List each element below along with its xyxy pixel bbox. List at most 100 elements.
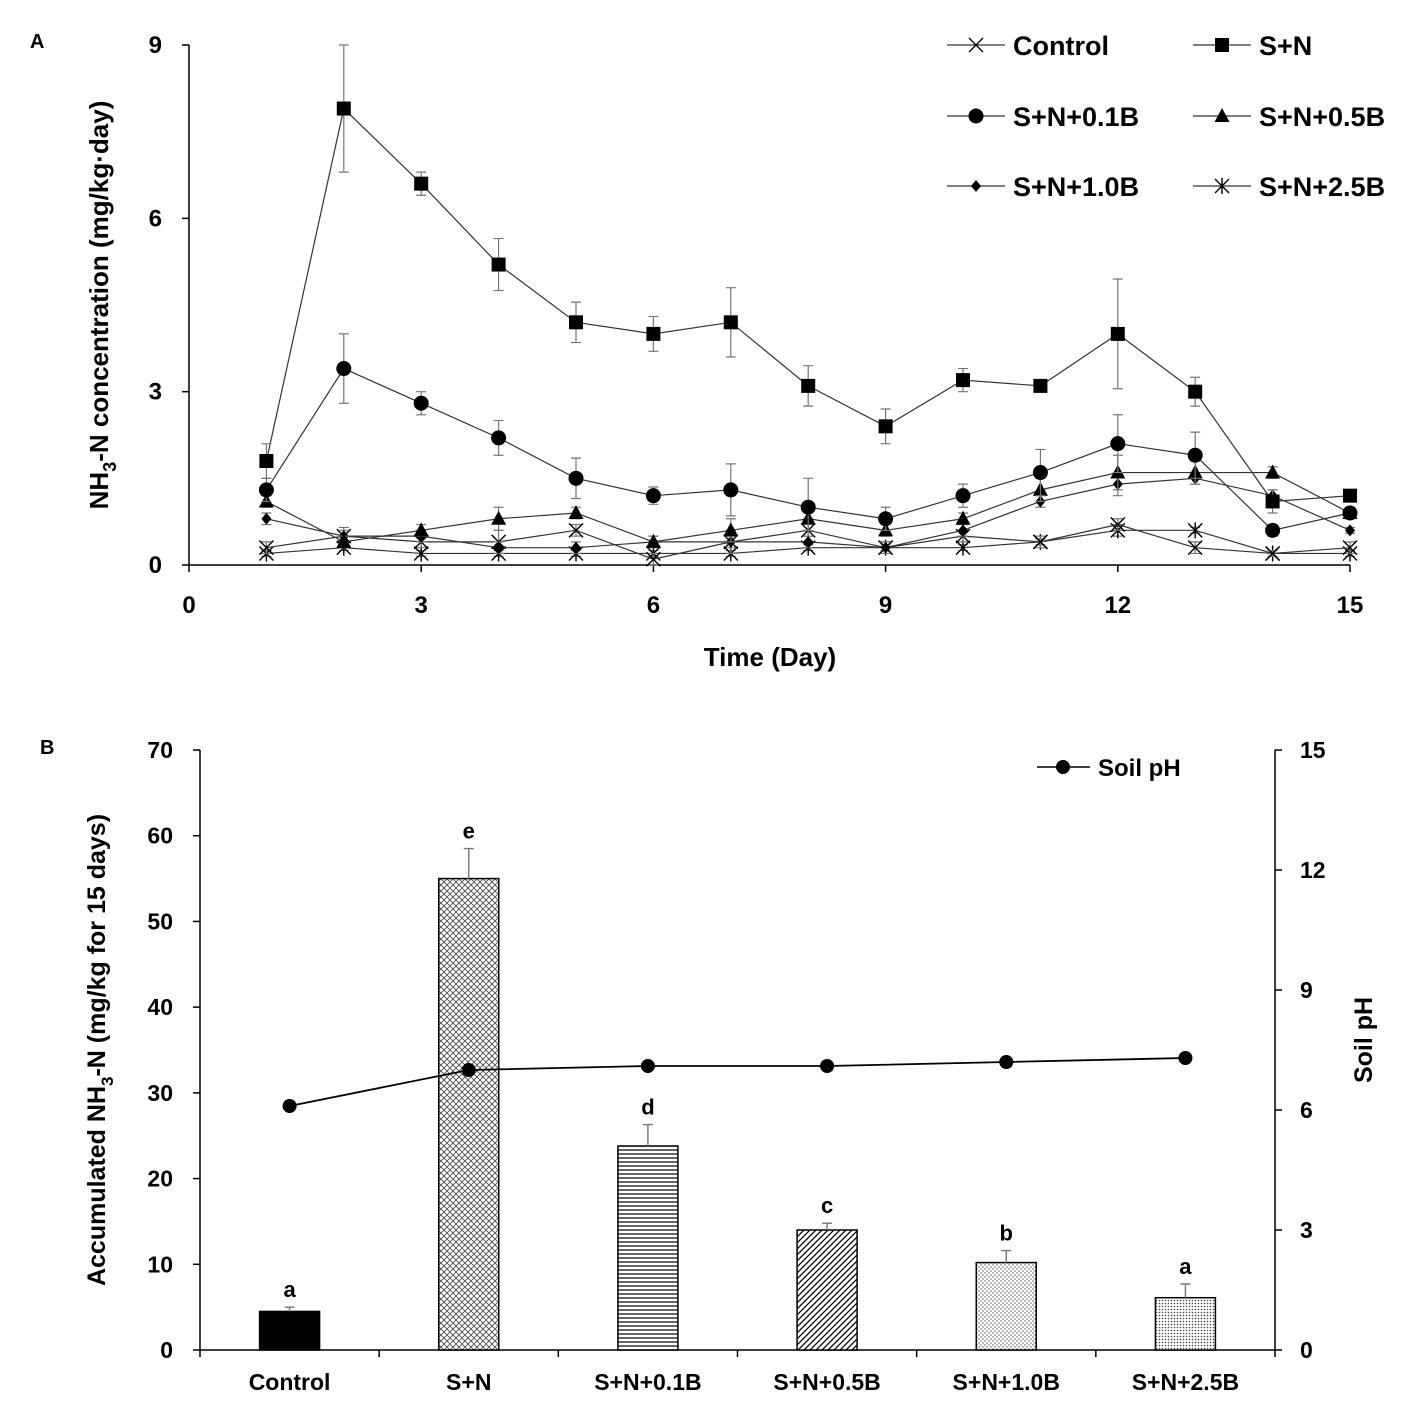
a-legend-item: S+N+0.5B (1193, 102, 1385, 132)
b-significance-letter: a (1179, 1254, 1192, 1279)
a-data-point (336, 361, 352, 377)
a-data-point (1265, 494, 1280, 509)
a-data-point (723, 522, 739, 537)
b-significance-letter: e (463, 819, 475, 844)
b-error-bar (642, 1123, 653, 1146)
a-data-point (880, 541, 891, 554)
b-bar-group: a S+N+2.5B (1132, 1254, 1239, 1395)
a-data-point (1265, 464, 1281, 479)
a-legend-label: S+N+0.5B (1259, 102, 1385, 132)
b-bar-group: b S+N+1.0B (953, 1221, 1060, 1395)
b-category-label: S+N+1.0B (953, 1369, 1060, 1395)
a-data-point (258, 482, 274, 498)
a-data-point (723, 315, 738, 330)
a-x-tick-label: 12 (1104, 592, 1131, 619)
b-category-label: S+N+2.5B (1132, 1369, 1239, 1395)
a-data-point (413, 395, 429, 411)
a-legend-label: Control (1013, 31, 1109, 61)
a-legend-item: S+N (1193, 31, 1312, 61)
b-y-tick-label: 0 (160, 1337, 173, 1363)
a-data-point (261, 512, 272, 525)
a-legend-label: S+N (1259, 31, 1312, 61)
b-y-tick-label: 30 (147, 1080, 173, 1106)
a-data-point (878, 511, 894, 527)
a-data-point (1188, 384, 1203, 399)
a-legend-marker (968, 37, 984, 53)
b-y2-axis-label: Soil pH (1350, 997, 1378, 1083)
a-legend-marker (1214, 178, 1230, 194)
a-data-point (493, 541, 504, 554)
b-y2-tick-label: 12 (1300, 857, 1326, 883)
a-data-point (568, 470, 584, 486)
b-y2-tick-label: 9 (1300, 977, 1313, 1003)
a-data-point (414, 176, 429, 191)
a-data-point (803, 535, 814, 548)
b-y2-tick-label: 3 (1300, 1217, 1313, 1243)
b-error-bar (284, 1306, 295, 1312)
b-y-tick-label: 60 (147, 823, 173, 849)
a-data-point (259, 454, 274, 468)
a-y-tick-label: 6 (149, 205, 162, 232)
line-chart-panel-a: 0 3 6 9 12 15 0 3 6 9 Control S+N S+N+0.1B S+N+0.5B S… (84, 31, 1385, 672)
a-data-point (336, 101, 351, 116)
b-category-label: S+N (446, 1369, 491, 1395)
a-legend-item: S+N+2.5B (1193, 172, 1385, 202)
a-data-point (955, 488, 971, 504)
b-error-bar (1001, 1249, 1012, 1263)
b-bar (438, 877, 500, 1351)
a-data-point (1033, 378, 1048, 393)
b-y-tick-label: 10 (147, 1251, 173, 1277)
a-series-S+N (259, 44, 1357, 514)
b-legend-label: Soil pH (1098, 755, 1181, 782)
a-legend-label: S+N+0.1B (1013, 102, 1139, 132)
b-y2-tick-label: 0 (1300, 1337, 1313, 1363)
b-significance-letter: c (821, 1193, 833, 1218)
a-data-point (1187, 447, 1203, 463)
a-data-point (568, 522, 584, 538)
a-data-point (1187, 540, 1203, 556)
b-bar-group: a Control (249, 1277, 331, 1395)
b-error-bar (463, 847, 474, 879)
b-y-axis-label: Accumulated NH3-N (mg/kg for 15 days) (83, 814, 117, 1286)
a-data-point (1342, 505, 1358, 521)
a-data-point (645, 551, 661, 567)
a-data-point (1345, 524, 1355, 537)
b-ph-point (999, 1055, 1014, 1069)
a-x-tick-label: 0 (182, 592, 195, 619)
b-category-label: S+N+0.1B (594, 1369, 701, 1395)
a-data-point (1110, 436, 1126, 452)
a-data-point (336, 533, 352, 548)
a-data-point (800, 499, 816, 515)
a-data-point (1265, 522, 1281, 538)
panel-b-label: B (40, 737, 54, 759)
a-data-point (491, 510, 507, 525)
a-legend-label: S+N+1.0B (1013, 172, 1139, 202)
b-y-tick-label: 20 (147, 1166, 173, 1192)
b-y2-tick-label: 15 (1300, 737, 1326, 763)
b-category-label: S+N+0.5B (773, 1369, 880, 1395)
b-significance-letter: a (283, 1277, 296, 1302)
b-ph-point (282, 1099, 297, 1113)
a-x-tick-label: 6 (647, 592, 660, 619)
a-data-point (571, 541, 581, 554)
b-ph-point (1178, 1051, 1193, 1065)
a-legend-item: S+N+0.1B (947, 102, 1139, 132)
a-legend-label: S+N+2.5B (1259, 172, 1385, 202)
a-data-point (1342, 540, 1358, 556)
a-legend-item: Control (947, 31, 1109, 61)
a-data-point (878, 419, 893, 434)
a-data-point (645, 488, 661, 504)
a-series-S+N+1.0B (261, 471, 1355, 555)
a-data-point (1187, 522, 1203, 539)
b-error-bar (1180, 1283, 1191, 1298)
a-data-point (955, 510, 971, 525)
b-y-tick-label: 50 (147, 908, 173, 934)
a-data-point (1110, 517, 1126, 533)
a-data-point (1343, 488, 1357, 503)
b-legend-marker (1056, 760, 1070, 774)
a-series-S+N+0.1B (258, 333, 1358, 538)
a-data-point (491, 430, 507, 446)
b-bar-group: d S+N+0.1B (594, 1095, 701, 1395)
a-data-point (958, 524, 968, 537)
a-data-point (1265, 545, 1281, 561)
